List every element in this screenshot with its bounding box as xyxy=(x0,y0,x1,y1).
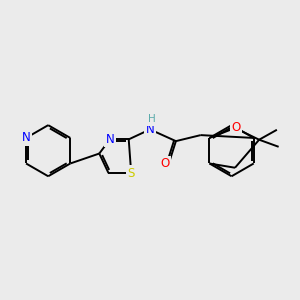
Text: S: S xyxy=(128,167,135,180)
Text: O: O xyxy=(160,157,169,170)
Text: H: H xyxy=(148,115,156,124)
Text: N: N xyxy=(22,131,30,144)
Text: N: N xyxy=(146,123,154,136)
Text: O: O xyxy=(231,121,240,134)
Text: N: N xyxy=(106,133,114,146)
